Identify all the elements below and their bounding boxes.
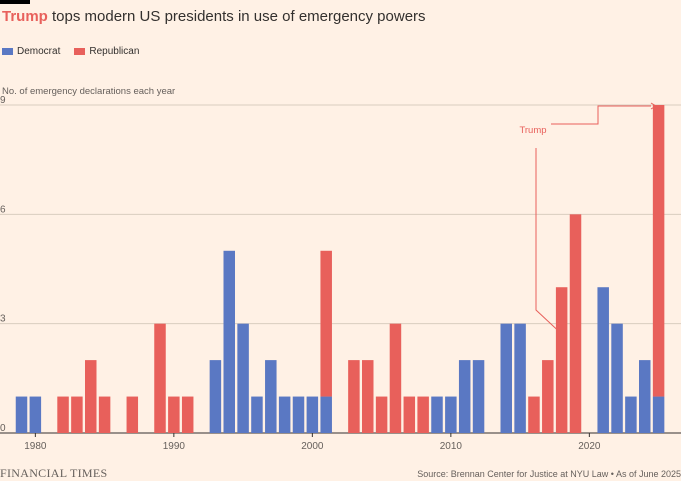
bar-democrat-2009: [431, 396, 443, 433]
legend-item-democrat: Democrat: [2, 46, 60, 57]
bar-republican-2007: [403, 396, 416, 433]
bar-democrat-2022: [611, 323, 623, 433]
bar-republican-1990: [168, 396, 180, 433]
bar-republican-2016: [528, 396, 540, 433]
bar-democrat-1995: [237, 323, 249, 433]
bar-democrat-2025: [652, 396, 665, 433]
bar-republican-1984: [85, 360, 97, 433]
title-highlight: Trump: [2, 8, 48, 25]
x-tick-label-1980: 1980: [24, 441, 47, 452]
y-axis-title: No. of emergency declarations each year: [2, 86, 176, 97]
chart-title: Trump tops modern US presidents in use o…: [2, 8, 426, 25]
bar-democrat-1980: [29, 396, 42, 433]
x-tick-label-2010: 2010: [440, 441, 463, 452]
brand-bar: [0, 0, 30, 4]
bar-democrat-1996: [251, 396, 263, 433]
source-note: Source: Brennan Center for Justice at NY…: [417, 469, 681, 479]
y-tick-label-6: 6: [0, 204, 6, 215]
x-tick-label-2020: 2020: [578, 441, 601, 452]
bar-republican-2005: [375, 396, 388, 433]
bar-republican-2017: [542, 360, 554, 433]
bar-republican-2025: [652, 105, 665, 397]
bar-republican-2001: [320, 250, 332, 397]
bar-democrat-2010: [445, 396, 457, 433]
bar-democrat-2014: [500, 323, 512, 433]
bar-democrat-1993: [209, 360, 222, 433]
bar-democrat-2024: [639, 360, 651, 433]
legend-label-republican: Republican: [89, 46, 140, 57]
bar-democrat-2000: [306, 396, 319, 433]
bar-democrat-1997: [265, 360, 277, 433]
bar-democrat-2021: [597, 287, 609, 433]
x-tick-label-2000: 2000: [301, 441, 324, 452]
y-tick-label-0: 0: [0, 423, 6, 434]
title-rest: tops modern US presidents in use of emer…: [52, 8, 426, 25]
bar-republican-2004: [362, 360, 374, 433]
legend-swatch-democrat: [2, 48, 13, 55]
legend-swatch-republican: [74, 48, 86, 55]
x-tick-label-1990: 1990: [163, 441, 186, 452]
bar-republican-1985: [98, 396, 111, 433]
bar-republican-2003: [348, 360, 360, 433]
y-tick-label-9: 9: [0, 95, 6, 106]
legend: Democrat Republican: [2, 46, 153, 57]
bar-democrat-1979: [15, 396, 28, 433]
annotation-connector-first-term: [535, 148, 567, 339]
bar-republican-1983: [71, 396, 83, 433]
bar-republican-2019: [569, 214, 582, 433]
annotation-arrow-2025: [650, 102, 657, 110]
bar-republican-2018: [555, 287, 568, 433]
bar-democrat-2015: [514, 323, 526, 433]
ft-logo: FINANCIAL TIMES: [0, 466, 108, 480]
bar-democrat-2001: [320, 396, 332, 433]
bar-republican-1989: [154, 323, 166, 433]
bar-democrat-1998: [278, 396, 291, 433]
annotation-connector-2025: [551, 105, 651, 125]
bar-republican-2006: [389, 323, 402, 433]
annotation-trump: Trump: [519, 125, 546, 136]
bar-republican-1991: [181, 396, 194, 433]
legend-item-republican: Republican: [74, 46, 139, 57]
legend-label-democrat: Democrat: [17, 46, 61, 57]
bar-democrat-1999: [292, 396, 305, 433]
annotation-arrow-first-term: [558, 330, 567, 339]
bar-republican-1982: [57, 396, 69, 433]
bar-republican-2008: [417, 396, 429, 433]
bar-republican-1987: [126, 396, 139, 433]
bar-democrat-1994: [223, 250, 235, 433]
bar-democrat-2012: [472, 360, 485, 433]
bar-democrat-2011: [458, 360, 471, 433]
y-tick-label-3: 3: [0, 314, 6, 325]
bar-democrat-2023: [625, 396, 637, 433]
